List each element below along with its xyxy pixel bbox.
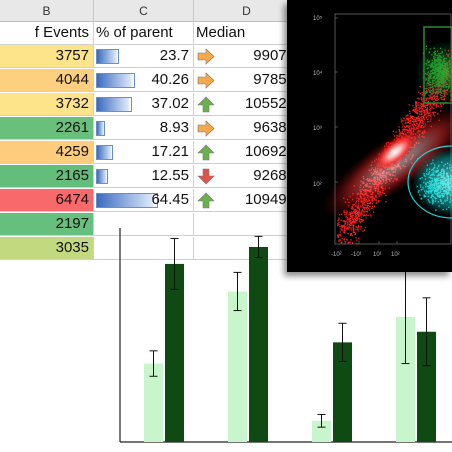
pct-cell[interactable] [94,213,194,236]
events-cell[interactable]: 3035 [0,237,94,260]
data-bar [96,193,158,208]
median-cell[interactable]: 106920 [194,141,300,164]
median-cell[interactable]: 99076 [194,45,300,68]
events-cell[interactable]: 6474 [0,189,94,212]
median-cell[interactable]: 97853 [194,69,300,92]
bar [312,420,331,442]
median-value: 109495 [244,191,295,208]
bar [165,263,184,442]
y-tick-label: 10² [313,182,322,188]
column-header-b[interactable]: B [0,0,94,22]
table-row: 3035 [0,237,300,260]
pct-value: 8.93 [159,119,189,136]
bar [396,316,415,442]
arrow-up-icon [197,96,215,113]
arrow-right-icon [197,72,215,89]
events-cell[interactable]: 4044 [0,69,94,92]
bar-chart [119,228,452,443]
median-value: 92687 [253,167,295,184]
table-row: 2165 12.55 92687 [0,165,300,188]
median-value: 99076 [253,47,295,64]
data-bar [96,97,132,112]
median-value: 97853 [253,71,295,88]
median-cell[interactable]: 109495 [194,189,300,212]
table-row: 6474 64.45 109495 [0,189,300,212]
median-header[interactable]: Median [194,22,300,45]
pct-cell[interactable]: 40.26 [94,69,194,92]
data-bar [96,121,105,136]
events-cell[interactable]: 2165 [0,165,94,188]
pct-cell[interactable] [94,237,194,260]
events-cell[interactable]: 3732 [0,93,94,116]
cytometry-plot: 10⁵ 10⁴ 10³ 10² -10² -10¹ 10¹ 10² [287,0,452,272]
data-bar [96,73,135,88]
events-cell[interactable]: 2197 [0,213,94,236]
median-value: 106920 [244,143,295,160]
events-cell[interactable]: 2261 [0,117,94,140]
pct-cell[interactable]: 64.45 [94,189,194,212]
pct-value: 37.02 [151,95,189,112]
pct-cell[interactable]: 37.02 [94,93,194,116]
pct-value: 64.45 [151,191,189,208]
events-cell[interactable]: 3757 [0,45,94,68]
events-cell[interactable]: 4259 [0,141,94,164]
x-tick-label: -10² [331,252,342,258]
arrow-up-icon [197,192,215,209]
table-row: 2197 [0,213,300,236]
table-row: 4044 40.26 97853 [0,69,300,92]
pct-cell[interactable]: 23.7 [94,45,194,68]
y-tick-label: 10⁴ [313,70,323,77]
pct-cell[interactable]: 17.21 [94,141,194,164]
arrow-right-icon [197,120,215,137]
bar [249,246,268,442]
pct-value: 40.26 [151,71,189,88]
green-gate[interactable] [423,26,452,104]
bar [144,363,163,442]
bar [333,342,352,442]
y-tick-label: 10⁵ [313,15,323,22]
data-bar [96,169,108,184]
x-tick-label: -10¹ [351,252,362,258]
arrow-right-icon [197,48,215,65]
pct-value: 17.21 [151,143,189,160]
column-header-d[interactable]: D [194,0,300,22]
table-row: 3757 23.7 99076 [0,45,300,68]
column-header-c[interactable]: C [94,0,194,22]
bar [228,291,247,442]
pct-value: 23.7 [159,47,189,64]
median-cell[interactable]: 92687 [194,165,300,188]
red-core-density [372,131,418,173]
events-header[interactable]: f Events [0,22,94,45]
arrow-down-icon [197,168,215,185]
y-tick-label: 10³ [313,126,322,132]
cyan-population [412,148,452,216]
x-tick-label: 10² [391,252,400,258]
pct-header[interactable]: % of parent [94,22,194,45]
green-population [417,42,452,102]
pct-cell[interactable]: 8.93 [94,117,194,140]
spreadsheet: B C D f Events % of parent Median 3757 23… [0,0,300,262]
median-value: 105521 [244,95,295,112]
data-bar [96,49,119,64]
table-row: 4259 17.21 106920 [0,141,300,164]
x-tick-label: 10¹ [373,252,382,258]
data-bar [96,145,113,160]
median-cell[interactable]: 96388 [194,117,300,140]
table-row: 2261 8.93 96388 [0,117,300,140]
pct-value: 12.55 [151,167,189,184]
arrow-up-icon [197,144,215,161]
cyan-gate[interactable] [407,145,452,219]
header-row: f Events % of parent Median [0,22,300,45]
table-row: 3732 37.02 105521 [0,93,300,116]
median-value: 96388 [253,119,295,136]
median-cell[interactable]: 105521 [194,93,300,116]
pct-cell[interactable]: 12.55 [94,165,194,188]
bar [417,331,436,442]
